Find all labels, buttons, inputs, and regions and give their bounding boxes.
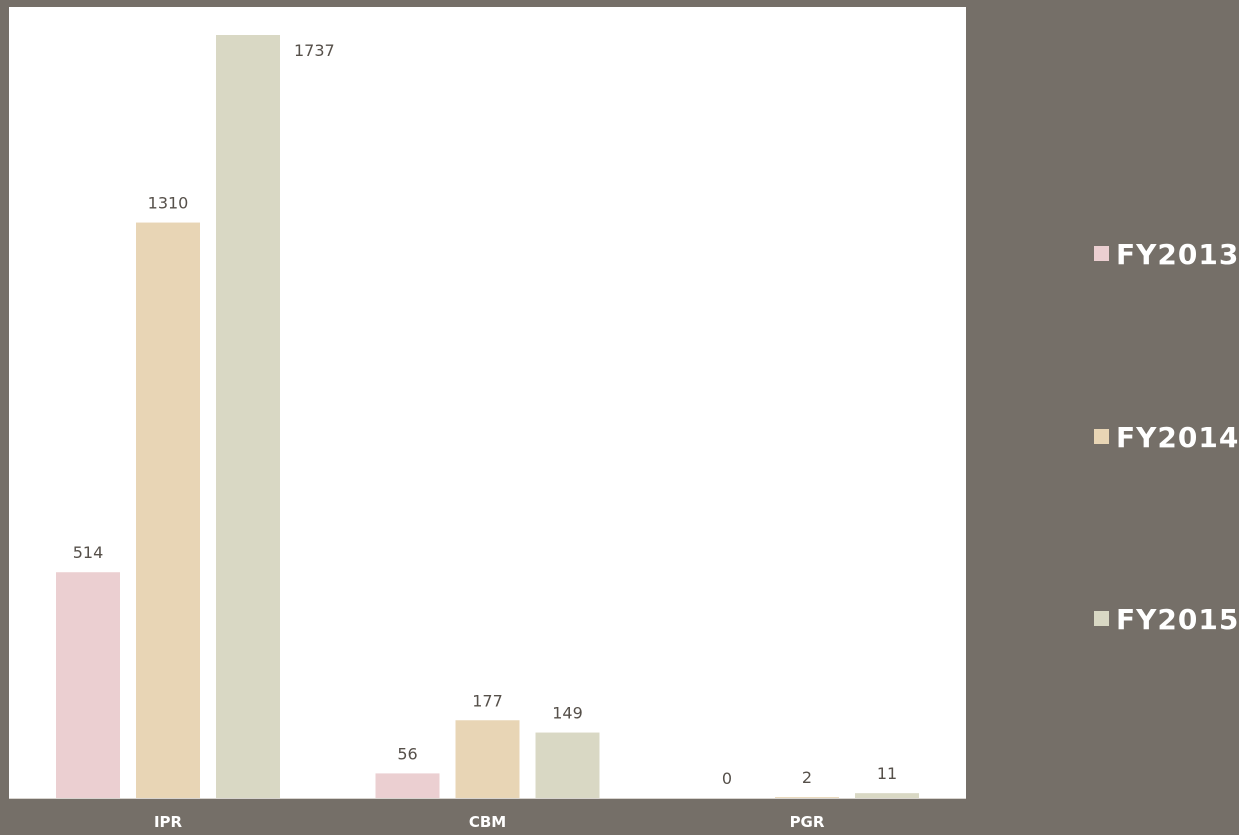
bars-group — [56, 35, 919, 799]
category-label-cbm: CBM — [469, 813, 506, 831]
value-label-pgr-fy2015: 11 — [877, 764, 897, 783]
bar-ipr-fy2013 — [56, 572, 120, 798]
bar-ipr-fy2014 — [136, 222, 200, 799]
value-label-cbm-fy2013: 56 — [397, 744, 417, 763]
legend-label-fy2014: FY2014 — [1116, 421, 1239, 454]
value-labels-group: 514 1310 1737 56 177 149 0 2 11 — [73, 41, 897, 788]
legend-swatch-fy2015 — [1094, 611, 1109, 626]
legend-label-fy2013: FY2013 — [1116, 238, 1239, 271]
value-label-ipr-fy2015: 1737 — [294, 41, 335, 60]
legend-swatch-fy2014 — [1094, 429, 1109, 444]
legend: FY2013 FY2014 FY2015 — [1094, 238, 1239, 636]
bar-pgr-fy2014 — [775, 797, 839, 798]
category-label-ipr: IPR — [154, 813, 183, 831]
value-label-ipr-fy2014: 1310 — [148, 194, 189, 213]
category-labels-group: IPR CBM PGR — [154, 813, 825, 831]
category-label-pgr: PGR — [790, 813, 825, 831]
value-label-pgr-fy2014: 2 — [802, 768, 812, 787]
value-label-cbm-fy2014: 177 — [472, 691, 503, 710]
legend-item-fy2014: FY2014 — [1094, 421, 1239, 454]
legend-item-fy2013: FY2013 — [1094, 238, 1239, 271]
value-label-cbm-fy2015: 149 — [552, 704, 583, 723]
legend-label-fy2015: FY2015 — [1116, 603, 1239, 636]
legend-item-fy2015: FY2015 — [1094, 603, 1239, 636]
legend-swatch-fy2013 — [1094, 246, 1109, 261]
bar-cbm-fy2013 — [375, 773, 440, 798]
bar-cbm-fy2015 — [535, 732, 600, 798]
bar-pgr-fy2015 — [855, 793, 919, 798]
bar-cbm-fy2014 — [455, 720, 520, 798]
bar-ipr-fy2015 — [216, 35, 280, 798]
value-label-ipr-fy2013: 514 — [73, 543, 104, 562]
value-label-pgr-fy2013: 0 — [722, 769, 732, 788]
